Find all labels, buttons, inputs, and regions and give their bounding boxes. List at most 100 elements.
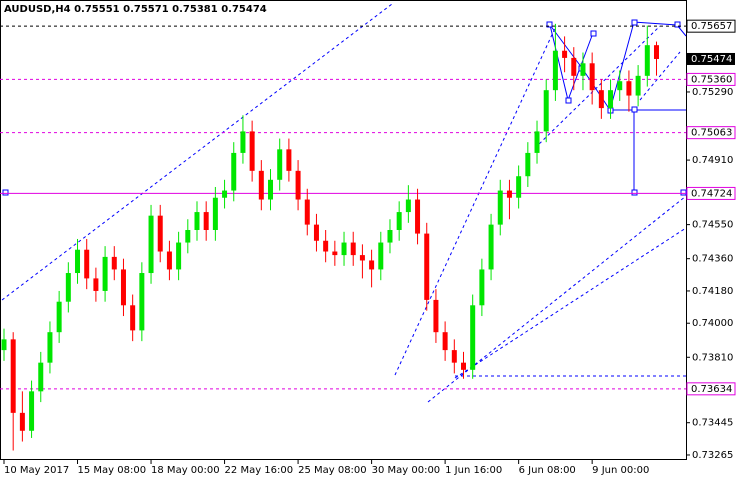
candle-body <box>139 273 145 331</box>
candle-body <box>571 57 577 76</box>
candle-body <box>369 260 375 270</box>
candle-body <box>130 305 136 331</box>
candle-body <box>580 63 586 76</box>
y-tick-label: 0.74550 <box>692 220 733 231</box>
candle-body <box>19 412 25 431</box>
x-tick-label: 25 May 08:00 <box>298 465 367 476</box>
candle-body <box>415 199 421 234</box>
candle-body <box>653 45 659 59</box>
y-tick-label: 0.74180 <box>692 286 733 297</box>
candle-body <box>644 45 650 76</box>
candle-body <box>543 90 549 132</box>
candle-body <box>176 242 182 270</box>
candle-body <box>341 242 347 256</box>
candle-body <box>534 131 540 153</box>
candle-body <box>102 256 108 291</box>
candle-body <box>424 233 430 300</box>
y-tick-label: 0.73810 <box>692 352 733 363</box>
candle-body <box>461 362 466 370</box>
candle-body <box>222 190 228 198</box>
current-price-box <box>687 52 735 65</box>
candle-body <box>166 251 172 270</box>
candle-body <box>488 224 494 270</box>
level-label: 0.74724 <box>691 188 732 199</box>
candle-body <box>47 332 53 363</box>
y-tick-label: 0.73265 <box>692 450 733 461</box>
x-tick-label: 9 Jun 00:00 <box>592 465 649 476</box>
candle-body <box>75 249 81 274</box>
candle-body <box>56 301 62 333</box>
level-label: 0.73634 <box>691 384 732 395</box>
level-label-box <box>686 186 736 200</box>
candle-body <box>525 152 531 177</box>
candle-body <box>1 339 7 351</box>
candle-body <box>396 212 402 230</box>
candle-body <box>470 305 476 370</box>
x-tick-label: 15 May 08:00 <box>78 465 147 476</box>
candle-body <box>635 75 641 96</box>
candle-body <box>626 81 632 96</box>
x-tick-label: 30 May 00:00 <box>372 465 441 476</box>
x-tick-label: 6 Jun 08:00 <box>519 465 576 476</box>
candle-body <box>617 81 623 91</box>
level-label-box <box>686 382 736 396</box>
candle-body <box>589 63 595 91</box>
candle-body <box>203 212 209 230</box>
candle-body <box>387 230 393 243</box>
candle-body <box>29 391 35 431</box>
candle-body <box>350 242 356 256</box>
y-tick-label: 0.75290 <box>692 87 733 98</box>
x-tick-label: 1 Jun 16:00 <box>445 465 502 476</box>
candle-body <box>111 256 117 270</box>
candle-body <box>258 170 264 200</box>
candle-body <box>608 90 614 109</box>
candle-body <box>451 350 457 363</box>
candle-body <box>194 212 200 230</box>
candle-body <box>359 255 365 261</box>
current-price-label: 0.75474 <box>691 54 732 65</box>
y-tick-label: 0.73445 <box>692 418 733 429</box>
candle-body <box>295 170 301 200</box>
candle-body <box>65 273 71 302</box>
candle-body <box>598 90 604 109</box>
candle-body <box>497 190 503 225</box>
candle-body <box>378 242 384 270</box>
candle-body <box>313 224 319 241</box>
x-tick-label: 18 May 00:00 <box>151 465 220 476</box>
candle-body <box>148 215 154 274</box>
candle-body <box>516 176 522 198</box>
level-label-box <box>686 72 736 86</box>
candle-body <box>552 50 558 91</box>
candle-body <box>93 278 99 291</box>
candle-body <box>332 251 338 256</box>
candle-body <box>479 269 485 306</box>
level-label-box <box>686 126 736 140</box>
candle-body <box>277 149 283 180</box>
candle-body <box>120 269 126 306</box>
candle-body <box>442 332 448 351</box>
candle-body <box>562 50 568 58</box>
candle-body <box>405 199 411 213</box>
x-tick-label: 10 May 2017 <box>4 465 69 476</box>
candle-body <box>240 131 246 153</box>
candle-body <box>433 299 439 333</box>
candle-body <box>231 152 237 191</box>
y-tick-label: 0.74360 <box>692 254 733 265</box>
y-tick-label: 0.74910 <box>692 155 733 166</box>
level-label-box <box>686 19 736 33</box>
level-label: 0.75657 <box>691 21 732 32</box>
plot-frame <box>0 0 687 460</box>
candle-body <box>84 249 90 279</box>
candle-body <box>268 179 274 200</box>
candle-body <box>157 215 163 252</box>
candle-body <box>249 131 255 171</box>
candle-body <box>304 199 310 225</box>
candle-body <box>10 339 16 413</box>
candle-body <box>38 362 44 392</box>
level-label: 0.75360 <box>691 74 732 85</box>
candle-body <box>212 197 218 230</box>
candle-body <box>286 149 292 171</box>
y-tick-label: 0.74000 <box>692 318 733 329</box>
chart-title: AUDUSD,H4 0.75551 0.75571 0.75381 0.7547… <box>4 4 267 15</box>
